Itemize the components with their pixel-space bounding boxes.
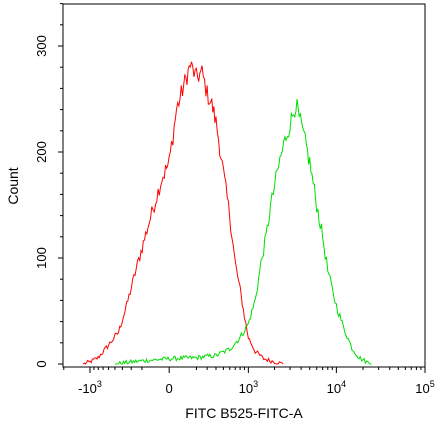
x-tick-label: 105	[415, 379, 434, 396]
y-axis: 0 100 200 300	[34, 3, 63, 368]
x-axis-label: FITC B525-FITC-A	[185, 405, 303, 421]
x-tick-label: 0	[166, 381, 173, 396]
y-tick-label: 0	[34, 360, 49, 367]
y-tick-label: 100	[34, 247, 49, 269]
x-tick-label: 104	[327, 379, 346, 396]
x-axis: -103 0 103 104 105	[63, 367, 435, 396]
series-layer	[82, 61, 372, 365]
y-tick-label: 300	[34, 35, 49, 57]
x-tick-label: -103	[78, 379, 102, 396]
x-tick-label: 103	[239, 379, 258, 396]
y-axis-label: Count	[5, 167, 21, 204]
y-tick-label: 200	[34, 141, 49, 163]
series-2-line	[114, 98, 372, 365]
series-1-line	[82, 61, 284, 365]
